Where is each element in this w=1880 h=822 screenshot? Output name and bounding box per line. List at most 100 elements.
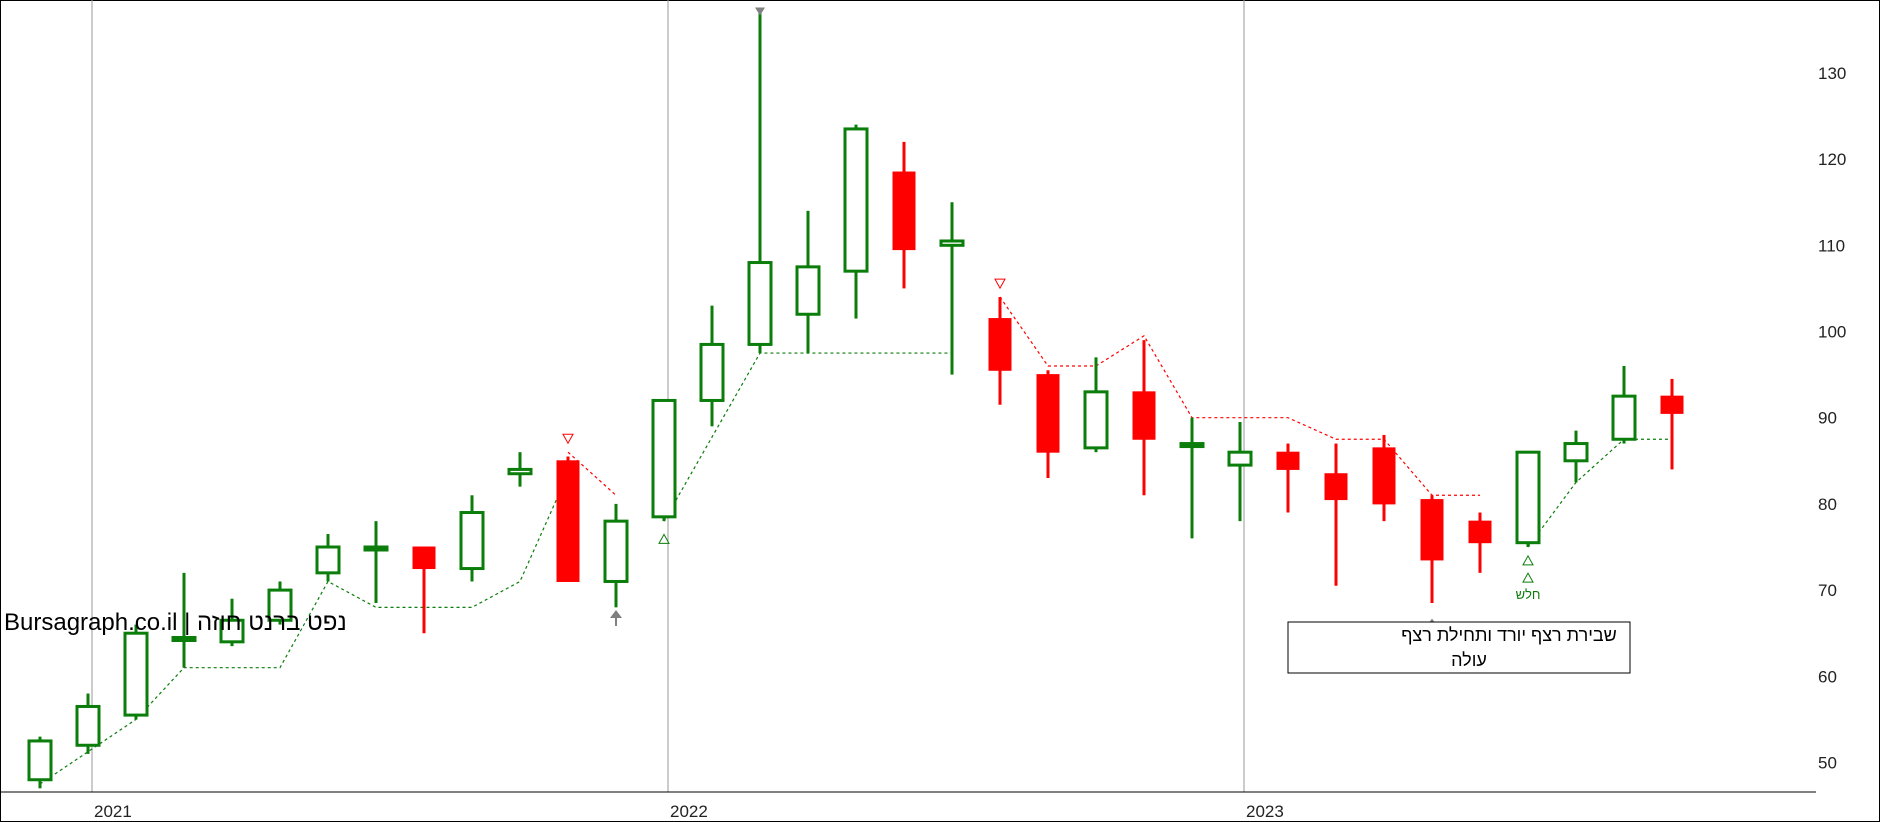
candle-body	[747, 261, 773, 346]
y-tick-label: 120	[1818, 150, 1846, 169]
candles	[27, 12, 1684, 789]
candle-body	[843, 127, 869, 273]
candle	[75, 693, 101, 754]
callout-line-1: שבירת רצף יורד ותחילת רצף	[1401, 625, 1617, 645]
candle	[171, 572, 197, 668]
candle	[1083, 357, 1109, 453]
candle	[1420, 495, 1444, 604]
candle	[603, 503, 629, 608]
candle-body	[1420, 499, 1444, 561]
candle-body	[75, 704, 101, 747]
y-tick-label: 130	[1818, 64, 1846, 83]
candle-body	[1660, 395, 1684, 414]
candle	[459, 495, 485, 582]
candle	[843, 124, 869, 319]
candle-body	[1515, 450, 1541, 545]
watermark: Bursagraph.co.il | נפט ברנט חוזה	[4, 609, 347, 636]
y-tick-label: 50	[1818, 754, 1837, 773]
candle	[1324, 443, 1348, 586]
candle	[267, 581, 293, 625]
candle	[1563, 430, 1589, 483]
candle	[939, 202, 965, 375]
candle	[507, 452, 533, 487]
candle	[1372, 434, 1396, 522]
candle-body	[699, 342, 725, 402]
x-axis: 2021 2022 2023	[94, 802, 1284, 821]
x-tick-label: 2022	[670, 802, 708, 821]
candle	[219, 598, 245, 647]
candle-body	[315, 545, 341, 575]
candle	[1227, 422, 1253, 522]
candle-body	[219, 618, 245, 644]
candle-body	[1468, 520, 1492, 544]
candle-body	[412, 546, 436, 570]
peak-marker	[755, 7, 765, 16]
callout-box: שבירת רצף יורד ותחילת רצף עולה	[1287, 621, 1631, 674]
y-tick-label: 100	[1818, 323, 1846, 342]
candle-body	[1083, 390, 1109, 450]
candle-body	[939, 239, 965, 247]
candle-body	[507, 467, 533, 476]
x-tick-label: 2023	[1246, 802, 1284, 821]
candle	[651, 398, 677, 522]
candle	[1276, 443, 1300, 513]
y-tick-label: 90	[1818, 409, 1837, 428]
candle-body	[1372, 447, 1396, 505]
candle-body	[267, 588, 293, 622]
candle-body	[1132, 391, 1156, 440]
y-axis: 50 60 70 80 90 100 110 120 130	[1818, 64, 1846, 773]
up-triangle-marker	[1522, 554, 1534, 566]
candle-body	[123, 631, 149, 717]
candle	[1036, 370, 1060, 479]
candle-body	[892, 171, 916, 251]
candle	[1132, 340, 1156, 496]
candle	[747, 12, 773, 354]
candle-body	[459, 511, 485, 571]
down-triangle-marker	[562, 433, 574, 445]
candle-body	[27, 739, 53, 782]
candle-body	[795, 265, 821, 316]
candle	[1515, 450, 1541, 547]
up-arrow-marker	[610, 609, 622, 618]
candle	[27, 736, 53, 789]
candle	[363, 521, 389, 604]
candle-body	[988, 318, 1012, 371]
candle-body	[603, 519, 629, 583]
resistance-line	[999, 296, 1480, 496]
candle-body	[1179, 442, 1205, 449]
down-triangle-marker	[994, 278, 1006, 290]
candle	[1179, 417, 1205, 539]
y-tick-label: 110	[1818, 236, 1845, 255]
candle-body	[1276, 451, 1300, 470]
candle	[1468, 512, 1492, 573]
candle-body	[1227, 450, 1253, 467]
candle-body	[1611, 394, 1637, 441]
candle	[1611, 365, 1637, 444]
candle	[699, 305, 725, 427]
candle	[1660, 378, 1684, 470]
candle-body	[1324, 473, 1348, 501]
candle	[556, 456, 580, 582]
candle-body	[651, 398, 677, 519]
year-gridlines	[91, 0, 1245, 792]
signal-label: חלש	[1516, 587, 1541, 602]
candle	[315, 534, 341, 582]
candle-body	[556, 460, 580, 582]
x-tick-label: 2021	[94, 802, 132, 821]
candle	[123, 624, 149, 720]
y-tick-label: 60	[1818, 667, 1837, 686]
callout-line-2: עולה	[1451, 650, 1487, 670]
resistance-line	[567, 451, 617, 496]
candle	[412, 546, 436, 634]
up-triangle-marker	[658, 533, 670, 544]
up-triangle-marker	[1522, 572, 1534, 583]
candle	[892, 141, 916, 289]
candle-body	[363, 545, 389, 552]
candle	[795, 210, 821, 354]
candle-body	[171, 636, 197, 643]
candle-body	[1036, 374, 1060, 453]
candle-body	[1563, 442, 1589, 463]
y-tick-label: 80	[1818, 495, 1837, 514]
